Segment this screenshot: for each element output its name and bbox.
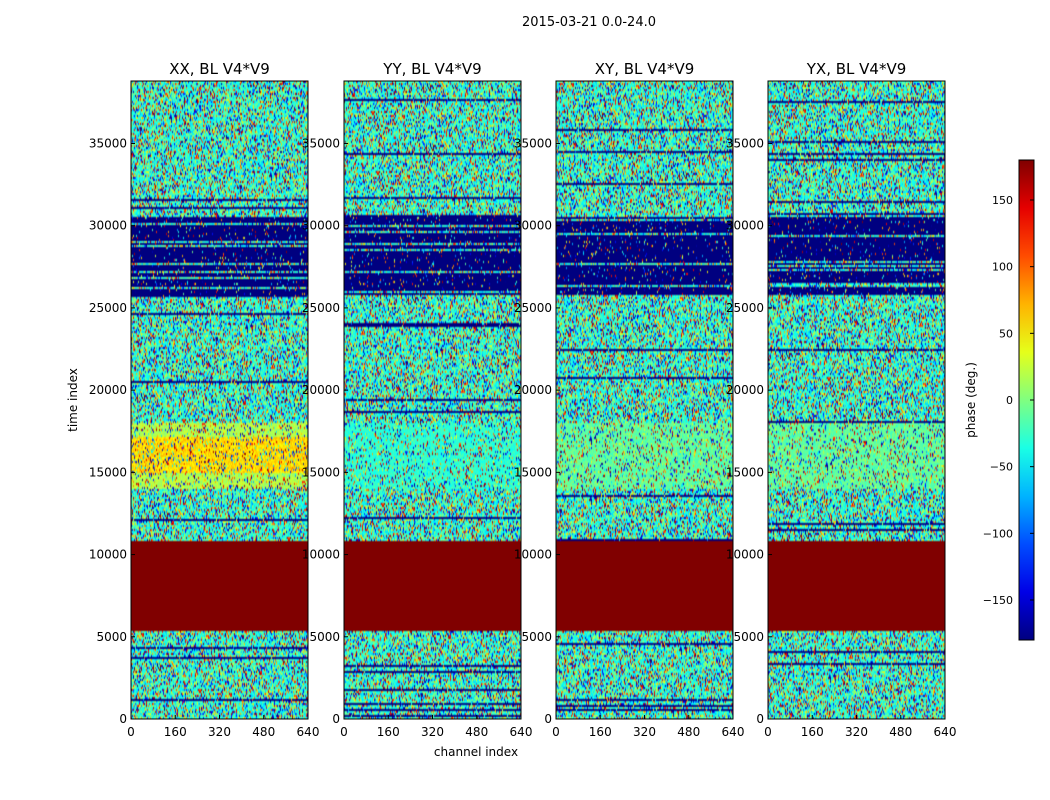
- panel-xx: XX, BL V4*V9 0 160 320 480 640 0 5000 10000 15000…: [89, 60, 320, 739]
- x-tick-label: 0: [340, 725, 348, 739]
- x-tick-label: 0: [552, 725, 560, 739]
- y-tick-label: 25000: [514, 301, 552, 315]
- colorbar-tick-label: 100: [992, 261, 1013, 274]
- y-tick-label: 30000: [514, 219, 552, 233]
- colorbar-tick-label: −150: [983, 594, 1013, 607]
- x-tick-label: 640: [934, 725, 957, 739]
- colorbar-tick-label: −50: [990, 461, 1013, 474]
- y-tick-label: 20000: [302, 383, 340, 397]
- x-tick-label: 640: [297, 725, 320, 739]
- y-tick-label: 20000: [89, 383, 127, 397]
- y-tick-label: 35000: [89, 136, 127, 150]
- x-tick-label: 640: [722, 725, 745, 739]
- x-tick-label: 480: [465, 725, 488, 739]
- y-tick-label: 0: [544, 712, 552, 726]
- y-tick-label: 35000: [726, 136, 764, 150]
- x-axis-label: channel index: [434, 745, 518, 759]
- panel-title: YX, BL V4*V9: [806, 60, 907, 78]
- y-tick-label: 10000: [514, 548, 552, 562]
- y-tick-label: 5000: [733, 630, 764, 644]
- figure-suptitle: 2015-03-21 0.0-24.0: [522, 15, 656, 30]
- y-tick-label: 10000: [726, 548, 764, 562]
- panel-yy: YY, BL V4*V9 0 160 320 480 640 0 5000 10000 15000…: [302, 60, 533, 739]
- y-tick-label: 20000: [514, 383, 552, 397]
- x-tick-label: 160: [377, 725, 400, 739]
- x-tick-label: 480: [677, 725, 700, 739]
- y-tick-label: 10000: [302, 548, 340, 562]
- y-tick-label: 0: [332, 712, 340, 726]
- colorbar-tick-label: 50: [999, 327, 1013, 340]
- phase-raster: [344, 81, 521, 719]
- x-tick-label: 480: [252, 725, 275, 739]
- x-tick-label: 320: [845, 725, 868, 739]
- x-tick-label: 160: [801, 725, 824, 739]
- y-tick-label: 35000: [514, 136, 552, 150]
- y-tick-label: 25000: [726, 301, 764, 315]
- y-tick-label: 15000: [302, 465, 340, 479]
- y-tick-label: 30000: [726, 219, 764, 233]
- y-tick-label: 15000: [89, 465, 127, 479]
- y-tick-label: 30000: [89, 219, 127, 233]
- colorbar-tick-label: 150: [992, 194, 1013, 207]
- x-tick-label: 640: [510, 725, 533, 739]
- panel-title: XX, BL V4*V9: [169, 60, 270, 78]
- phase-raster: [131, 81, 308, 719]
- y-tick-label: 15000: [514, 465, 552, 479]
- colorbar-label: phase (deg.): [964, 362, 978, 438]
- panel-title: XY, BL V4*V9: [595, 60, 695, 78]
- x-tick-label: 0: [764, 725, 772, 739]
- y-tick-label: 20000: [726, 383, 764, 397]
- phase-raster: [556, 81, 733, 719]
- panel-title: YY, BL V4*V9: [382, 60, 481, 78]
- x-tick-label: 320: [633, 725, 656, 739]
- x-tick-label: 160: [164, 725, 187, 739]
- colorbar-tick-label: 0: [1006, 394, 1013, 407]
- y-tick-label: 25000: [89, 301, 127, 315]
- y-tick-label: 10000: [89, 548, 127, 562]
- panel-xy: XY, BL V4*V9 0 160 320 480 640 0 5000 10000 15000…: [514, 60, 745, 739]
- x-tick-label: 320: [421, 725, 444, 739]
- panel-yx: YX, BL V4*V9 0 160 320 480 640 0 5000 10000 15000…: [726, 60, 957, 739]
- y-tick-label: 35000: [302, 136, 340, 150]
- x-tick-label: 320: [208, 725, 231, 739]
- y-tick-label: 0: [756, 712, 764, 726]
- y-tick-label: 5000: [309, 630, 340, 644]
- phase-raster: [768, 81, 945, 719]
- y-axis-label: time index: [66, 368, 80, 432]
- y-tick-label: 5000: [521, 630, 552, 644]
- colorbar-tick-label: −100: [983, 527, 1013, 540]
- x-tick-label: 160: [589, 725, 612, 739]
- y-tick-label: 15000: [726, 465, 764, 479]
- x-tick-label: 0: [127, 725, 135, 739]
- y-tick-label: 30000: [302, 219, 340, 233]
- y-tick-label: 0: [119, 712, 127, 726]
- x-tick-label: 480: [889, 725, 912, 739]
- y-tick-label: 5000: [96, 630, 127, 644]
- y-tick-label: 25000: [302, 301, 340, 315]
- colorbar: −150 −100 −50 0 50 100 150: [983, 159, 1035, 641]
